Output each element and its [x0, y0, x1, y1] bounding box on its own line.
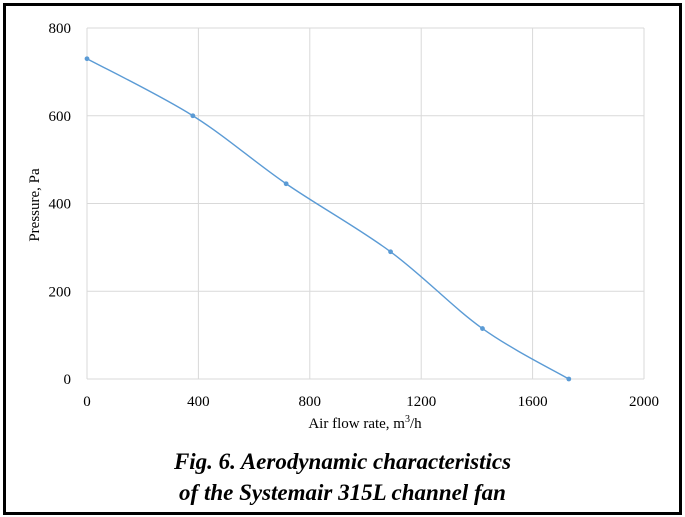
y-tick-label: 600 [49, 109, 72, 125]
line-chart: 0 200 400 600 800 0 400 800 1200 1600 2000 Pressu… [27, 21, 659, 432]
x-axis-label-sup: 3 [405, 414, 410, 425]
x-tick-label: 800 [299, 394, 322, 410]
data-point [388, 249, 393, 255]
x-tick-label: 2000 [629, 394, 659, 410]
data-point [283, 181, 289, 187]
y-tick-label: 0 [64, 372, 72, 388]
y-tick-labels: 0 200 400 600 800 [49, 21, 72, 388]
data-point [190, 113, 196, 119]
data-point [480, 326, 485, 331]
x-tick-label: 0 [83, 394, 91, 410]
x-tick-label: 400 [187, 394, 210, 410]
x-tick-label: 1200 [406, 394, 436, 410]
x-axis-label-tail: /h [410, 416, 422, 432]
figure-frame [3, 3, 682, 515]
grid-lines [86, 27, 645, 380]
x-tick-labels: 0 400 800 1200 1600 2000 [83, 394, 659, 410]
series-line [86, 58, 570, 380]
y-axis-label: Pressure, Pa [27, 168, 43, 242]
data-point [84, 56, 90, 62]
y-tick-label: 200 [49, 284, 72, 300]
y-tick-label: 800 [49, 21, 72, 37]
x-axis-label: Air flow rate, m3/h [308, 414, 422, 432]
data-points [84, 56, 572, 382]
data-point [566, 376, 572, 382]
figure-caption-line-1: Fig. 6. Aerodynamic characteristics [173, 449, 512, 474]
x-tick-label: 1600 [518, 394, 548, 410]
y-tick-label: 400 [49, 197, 72, 213]
x-axis-label-main: Air flow rate, m [308, 416, 405, 432]
figure-caption-line-2: of the Systemair 315L channel fan [179, 480, 506, 505]
